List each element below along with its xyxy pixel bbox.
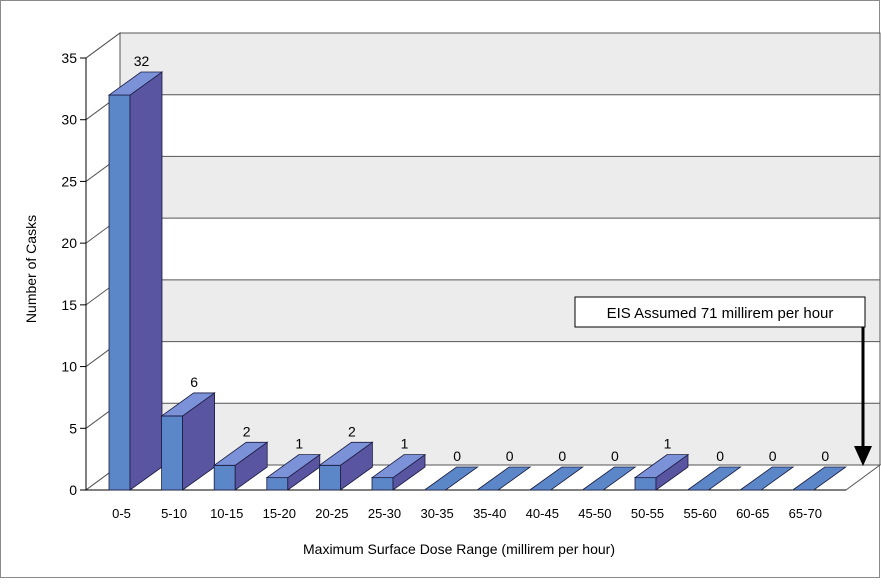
data-label: 32 — [134, 53, 150, 69]
x-tick-label: 45-50 — [578, 506, 611, 521]
x-tick-label: 35-40 — [473, 506, 506, 521]
y-tick-label: 0 — [69, 482, 77, 498]
bar — [475, 466, 532, 491]
wall-band — [120, 156, 880, 219]
y-tick-label: 10 — [61, 359, 77, 375]
bar — [212, 441, 269, 491]
data-label: 0 — [611, 448, 619, 464]
bar-front — [371, 477, 394, 491]
bar-flat — [791, 466, 848, 491]
bar-flat — [581, 466, 637, 491]
data-label: 0 — [769, 448, 777, 464]
bars — [107, 71, 848, 491]
bar — [160, 392, 216, 491]
data-label: 6 — [190, 374, 198, 390]
chart-back-wall — [119, 32, 881, 466]
x-tick-labels: 0-5 5-10 10-15 15-20 20-25 25-30 30-35 35-40 40-… — [112, 506, 822, 521]
x-tick-label: 25-30 — [368, 506, 401, 521]
x-tick-label: 50-55 — [631, 506, 664, 521]
x-tick-label: 15-20 — [263, 506, 296, 521]
data-label: 1 — [664, 436, 672, 452]
y-tick-label: 35 — [61, 50, 77, 66]
x-tick-label: 10-15 — [210, 506, 243, 521]
bar-side — [129, 71, 163, 491]
bar-top — [370, 454, 427, 479]
data-label: 0 — [506, 448, 514, 464]
y-tick-label: 5 — [69, 420, 77, 436]
data-label: 1 — [401, 436, 409, 452]
wall-band — [120, 94, 880, 157]
data-label: 0 — [821, 448, 829, 464]
annotation-arrow-head — [854, 446, 872, 466]
annotation: EIS Assumed 71 millirem per hour — [574, 296, 872, 466]
data-label: 0 — [453, 448, 461, 464]
x-tick-label: 40-45 — [526, 506, 559, 521]
bar — [107, 71, 164, 491]
bar-flat — [686, 466, 742, 491]
bar — [791, 466, 848, 491]
side-gridline — [85, 32, 121, 59]
data-labels: 32 6 2 1 2 1 0 0 0 0 1 0 0 0 — [134, 53, 830, 464]
x-tick-label: 60-65 — [736, 506, 769, 521]
bar — [738, 466, 795, 491]
data-label: 1 — [295, 436, 303, 452]
bar-flat — [528, 466, 585, 491]
x-tick-label: 5-10 — [161, 506, 187, 521]
x-tick-label: 65-70 — [789, 506, 822, 521]
x-tick-label: 30-35 — [420, 506, 453, 521]
bar-front — [634, 477, 657, 491]
wall-band — [120, 33, 880, 95]
bar-flat — [423, 466, 479, 491]
bar — [686, 466, 742, 491]
y-tick-label: 25 — [61, 173, 77, 189]
wall-band — [120, 218, 880, 280]
bar — [581, 466, 637, 491]
bar-flat — [738, 466, 795, 491]
data-label: 0 — [716, 448, 724, 464]
y-axis-title: Number of Casks — [23, 215, 39, 323]
bar-front — [318, 464, 341, 491]
bar-top — [160, 392, 216, 417]
data-label: 2 — [348, 423, 356, 439]
bar-top — [318, 441, 374, 466]
bar-front — [108, 94, 131, 491]
bar-front — [213, 464, 236, 491]
bar — [318, 441, 374, 491]
bar — [265, 453, 322, 491]
annotation-box — [574, 296, 866, 328]
bar-top — [633, 454, 690, 479]
bar-front — [266, 477, 289, 491]
bar-top — [212, 441, 269, 466]
annotation-label: EIS Assumed 71 millirem per hour — [607, 305, 834, 322]
x-tick-label: 55-60 — [683, 506, 716, 521]
x-axis-title: Maximum Surface Dose Range (millirem per… — [303, 541, 615, 557]
bar-top — [107, 71, 164, 96]
data-label: 0 — [558, 448, 566, 464]
y-tick-label: 15 — [61, 297, 77, 313]
bar — [370, 453, 427, 491]
y-tick-label: 30 — [61, 112, 77, 128]
bar — [423, 466, 479, 491]
bar — [633, 453, 690, 491]
bar-flat — [475, 466, 532, 491]
y-tick-label: 20 — [61, 235, 77, 251]
wall-band — [120, 341, 880, 404]
x-tick-label: 20-25 — [315, 506, 348, 521]
bar — [528, 466, 585, 491]
bar-top — [265, 454, 322, 479]
data-label: 2 — [243, 423, 251, 439]
x-tick-label: 0-5 — [112, 506, 131, 521]
bar-front — [161, 415, 184, 491]
